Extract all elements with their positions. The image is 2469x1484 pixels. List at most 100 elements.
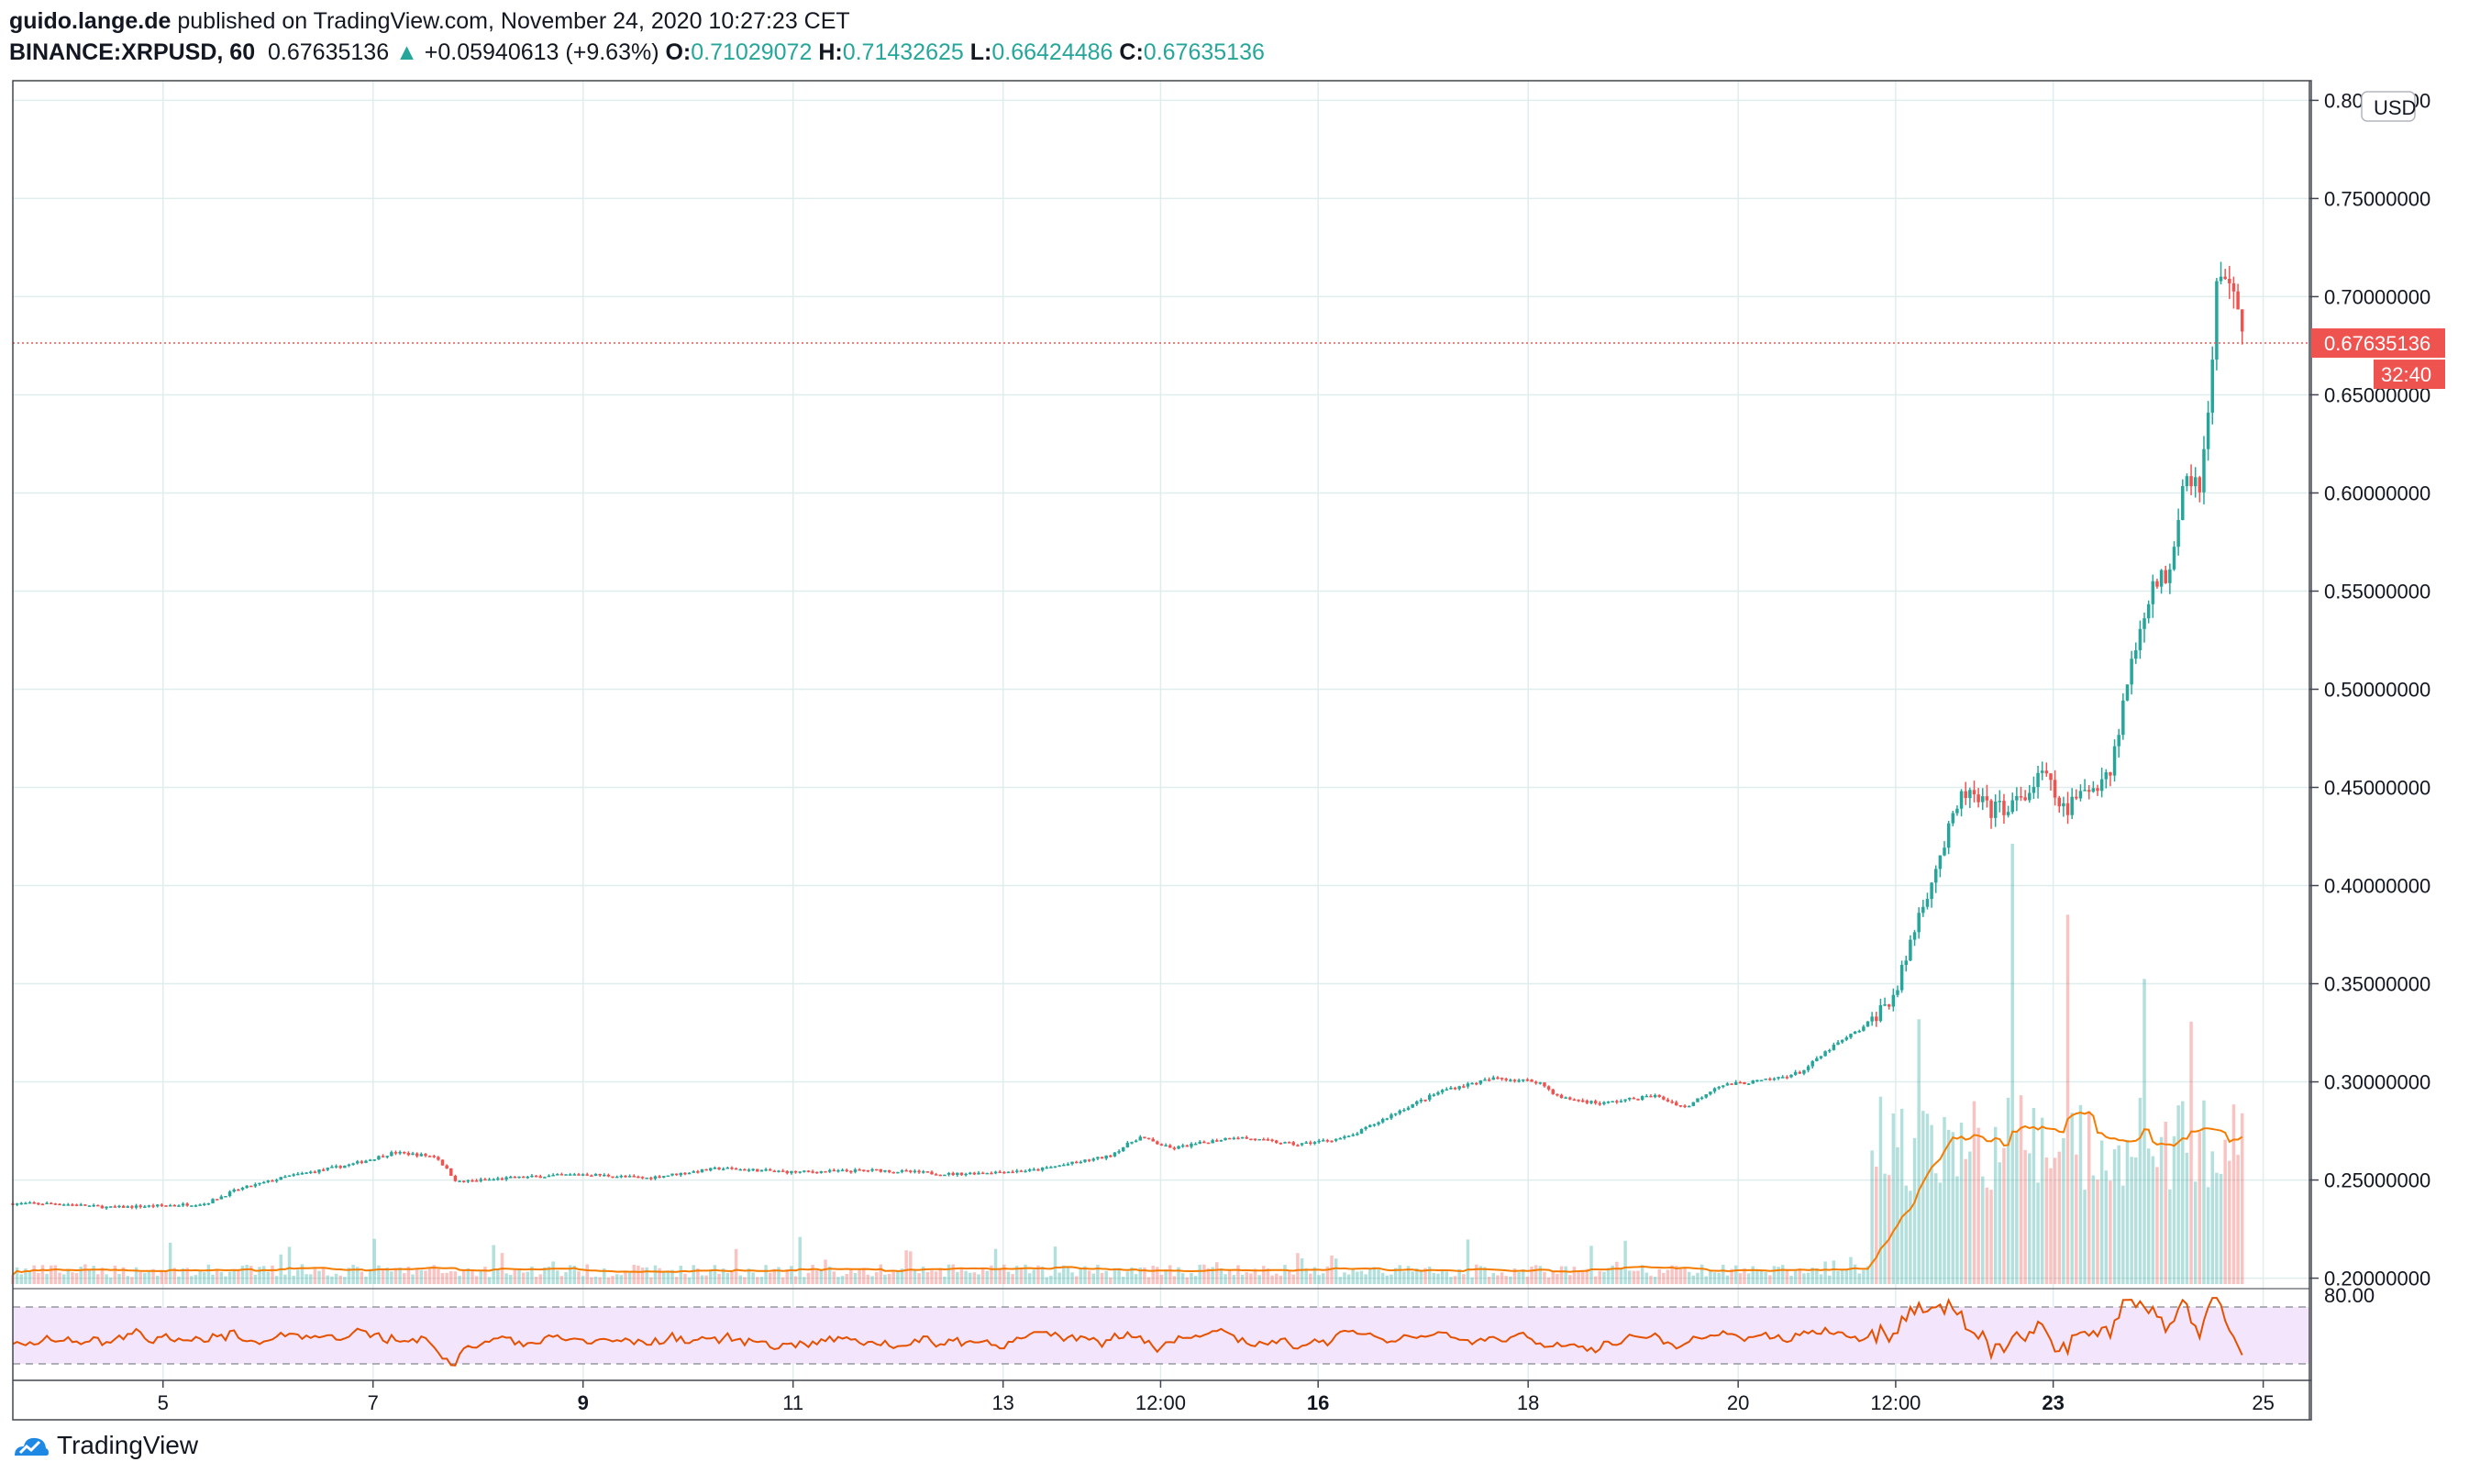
candle-body bbox=[1951, 813, 1955, 824]
volume-bar bbox=[232, 1269, 236, 1284]
candle-body bbox=[1011, 1171, 1014, 1174]
candle-body bbox=[2002, 801, 2006, 815]
volume-bar bbox=[798, 1236, 802, 1284]
candle-body bbox=[432, 1156, 436, 1157]
volume-bar bbox=[921, 1267, 925, 1284]
volume-bar bbox=[53, 1265, 58, 1284]
candle-body bbox=[53, 1203, 58, 1205]
candle-body bbox=[1538, 1082, 1543, 1084]
candle-body bbox=[1053, 1166, 1057, 1168]
volume-bar bbox=[1440, 1270, 1445, 1284]
candle-body bbox=[2112, 746, 2117, 776]
candle-body bbox=[1832, 1045, 1836, 1050]
volume-bar bbox=[466, 1268, 471, 1284]
candles[interactable] bbox=[11, 261, 2309, 1210]
candle-body bbox=[670, 1173, 674, 1176]
candle-body bbox=[836, 1169, 840, 1172]
volume-bar bbox=[393, 1268, 398, 1284]
volume-bar bbox=[1743, 1268, 1746, 1284]
volume-bar bbox=[1104, 1270, 1108, 1284]
volume-bar bbox=[2151, 1156, 2155, 1284]
volume-bar bbox=[185, 1268, 189, 1284]
candle-body bbox=[1580, 1100, 1585, 1102]
candle-body bbox=[1866, 1021, 1870, 1027]
volume-bar bbox=[432, 1265, 436, 1284]
volume-bar bbox=[458, 1276, 461, 1284]
volume-bar bbox=[759, 1277, 764, 1284]
candle-body bbox=[538, 1176, 542, 1179]
volume-bar bbox=[1390, 1274, 1393, 1284]
volume-bar bbox=[1164, 1268, 1168, 1284]
volume-bar bbox=[360, 1271, 364, 1284]
last-price-label: 0.67635136 bbox=[2324, 332, 2430, 355]
volume-bar bbox=[883, 1274, 887, 1284]
candle-body bbox=[1725, 1083, 1730, 1086]
volume-bar bbox=[461, 1269, 466, 1284]
candle-body bbox=[1777, 1077, 1780, 1079]
volume-bar bbox=[292, 1275, 295, 1284]
volume-bar bbox=[2159, 1136, 2164, 1284]
volume-bar bbox=[1470, 1277, 1474, 1284]
candle-body bbox=[1577, 1100, 1580, 1102]
candle-body bbox=[1121, 1146, 1125, 1152]
candle-body bbox=[759, 1169, 764, 1172]
candle-body bbox=[1487, 1079, 1491, 1081]
volume-bar bbox=[1857, 1273, 1861, 1284]
volume-bar bbox=[283, 1274, 287, 1284]
candle-body bbox=[1968, 790, 1972, 799]
candle-body bbox=[1453, 1088, 1457, 1090]
candle-body bbox=[1764, 1079, 1767, 1080]
price-chart[interactable]: 0.800000000.750000000.700000000.65000000… bbox=[0, 73, 2469, 1422]
candle-body bbox=[1164, 1145, 1168, 1147]
candle-body bbox=[219, 1196, 224, 1200]
volume-bar bbox=[143, 1272, 147, 1284]
symbol-label[interactable]: BINANCE:XRPUSD, 60 bbox=[9, 39, 256, 65]
volume-bar bbox=[1806, 1272, 1810, 1284]
volume-bar bbox=[956, 1271, 959, 1284]
volume-bar bbox=[1006, 1271, 1011, 1284]
volume-bar bbox=[803, 1277, 806, 1284]
volume-bar bbox=[504, 1273, 508, 1284]
volume-bar bbox=[756, 1277, 759, 1284]
time-axis[interactable]: 5 7 9 11 13 12:00 16 18 20 12:00 23 25 bbox=[158, 1380, 2275, 1414]
volume-bar bbox=[1138, 1268, 1143, 1284]
candle-body bbox=[249, 1185, 253, 1188]
volume-bar bbox=[1364, 1274, 1367, 1284]
candle-body bbox=[1933, 869, 1938, 883]
candle-body bbox=[798, 1171, 802, 1173]
volume-bar bbox=[1380, 1272, 1385, 1284]
volume-bar bbox=[696, 1268, 700, 1284]
volume-bar bbox=[1427, 1266, 1432, 1284]
volume-bar bbox=[227, 1271, 232, 1284]
candle-body bbox=[598, 1173, 602, 1176]
volume-bar bbox=[836, 1277, 840, 1284]
volume-bar bbox=[215, 1268, 219, 1284]
candle-body bbox=[1887, 1004, 1891, 1007]
volume-bar bbox=[1070, 1272, 1074, 1284]
price-axis[interactable]: 0.800000000.750000000.700000000.65000000… bbox=[2309, 89, 2445, 1307]
volume-bar bbox=[1530, 1267, 1533, 1284]
volume-bar bbox=[1802, 1273, 1806, 1284]
volume-bar bbox=[403, 1273, 406, 1284]
candle-body bbox=[313, 1171, 317, 1173]
volume-bar bbox=[547, 1266, 551, 1284]
candle-body bbox=[1279, 1142, 1283, 1145]
author-name[interactable]: guido.lange.de bbox=[9, 8, 172, 34]
volume-bar bbox=[2121, 1185, 2125, 1284]
candle-body bbox=[1262, 1138, 1266, 1141]
candle-body bbox=[645, 1177, 648, 1179]
volume-bar bbox=[1402, 1271, 1406, 1284]
candle-body bbox=[564, 1174, 568, 1176]
volume-bar bbox=[1717, 1272, 1721, 1284]
volume-bar bbox=[2057, 1151, 2061, 1284]
candle-body bbox=[2028, 792, 2032, 801]
volume-bar bbox=[1466, 1239, 1470, 1284]
candle-body bbox=[1759, 1080, 1764, 1081]
candle-body bbox=[194, 1205, 198, 1207]
candle-body bbox=[917, 1170, 921, 1173]
tradingview-logo[interactable]: TradingView bbox=[11, 1431, 198, 1460]
candle-body bbox=[1466, 1083, 1470, 1087]
volume-bar bbox=[79, 1267, 83, 1284]
volume-bar bbox=[1564, 1266, 1567, 1284]
volume-bar bbox=[1193, 1276, 1198, 1284]
